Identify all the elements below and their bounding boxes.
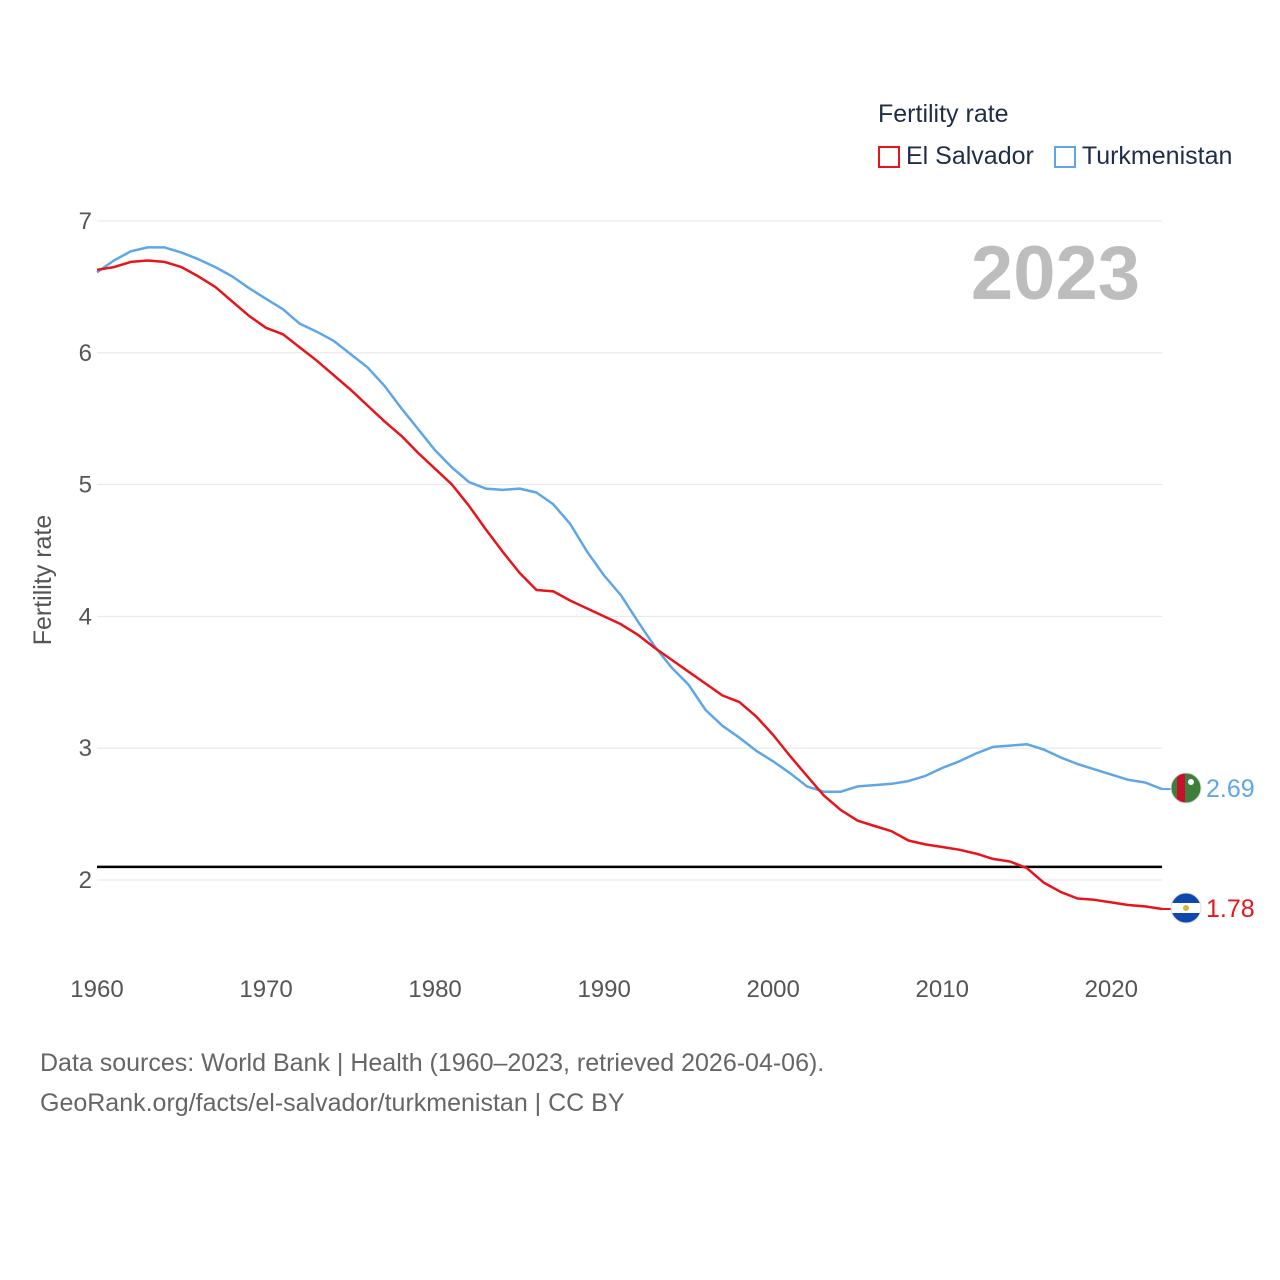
x-tick-1970: 1970 (239, 976, 292, 1003)
y-tick-2: 2 (79, 867, 92, 894)
legend-label-el-salvador: El Salvador (906, 142, 1034, 170)
end-label-turkmenistan: 2.69 (1206, 775, 1255, 803)
legend-label-turkmenistan: Turkmenistan (1081, 142, 1233, 170)
legend-swatch-turkmenistan (1053, 145, 1076, 168)
y-axis-label: Fertility rate (29, 515, 57, 646)
legend-swatch-el-salvador (878, 145, 900, 168)
x-axis-ticks: 1960 1970 1980 1990 2000 2010 2020 (70, 976, 1138, 1003)
data-source-note: Data sources: World Bank | Health (1960–… (40, 1049, 825, 1077)
x-tick-2010: 2010 (916, 976, 969, 1003)
series-lines (96, 246, 1163, 911)
y-axis-ticks: 2 3 4 5 6 7 (79, 208, 92, 894)
y-tick-5: 5 (79, 472, 92, 499)
y-tick-6: 6 (79, 340, 92, 367)
flag-turkmenistan (1170, 772, 1202, 804)
year-watermark: 2023 (971, 231, 1140, 316)
footer: Data sources: World Bank | Health (1960–… (40, 1043, 824, 1123)
y-tick-7: 7 (79, 208, 92, 235)
legend-entry-el-salvador[interactable]: El Salvador (878, 142, 1034, 171)
line-el-salvador[interactable] (96, 259, 1163, 911)
gridlines (97, 220, 1162, 881)
flag-el-salvador (1170, 892, 1202, 924)
x-tick-1980: 1980 (408, 976, 461, 1003)
legend: El Salvador Turkmenistan (878, 142, 1252, 171)
line-turkmenistan[interactable] (96, 246, 1163, 793)
series-end-markers: 1.78 2.69 (1162, 772, 1255, 924)
end-label-el-salvador: 1.78 (1206, 895, 1255, 923)
x-tick-2020: 2020 (1085, 976, 1138, 1003)
x-tick-1990: 1990 (577, 976, 630, 1003)
y-tick-3: 3 (79, 735, 92, 762)
legend-title: Fertility rate (878, 100, 1009, 128)
x-tick-1960: 1960 (70, 976, 123, 1003)
legend-entry-turkmenistan[interactable]: Turkmenistan (1053, 142, 1233, 171)
x-tick-2000: 2000 (746, 976, 799, 1003)
y-tick-4: 4 (79, 603, 92, 630)
source-link[interactable]: GeoRank.org/facts/el-salvador/turkmenist… (40, 1089, 625, 1117)
